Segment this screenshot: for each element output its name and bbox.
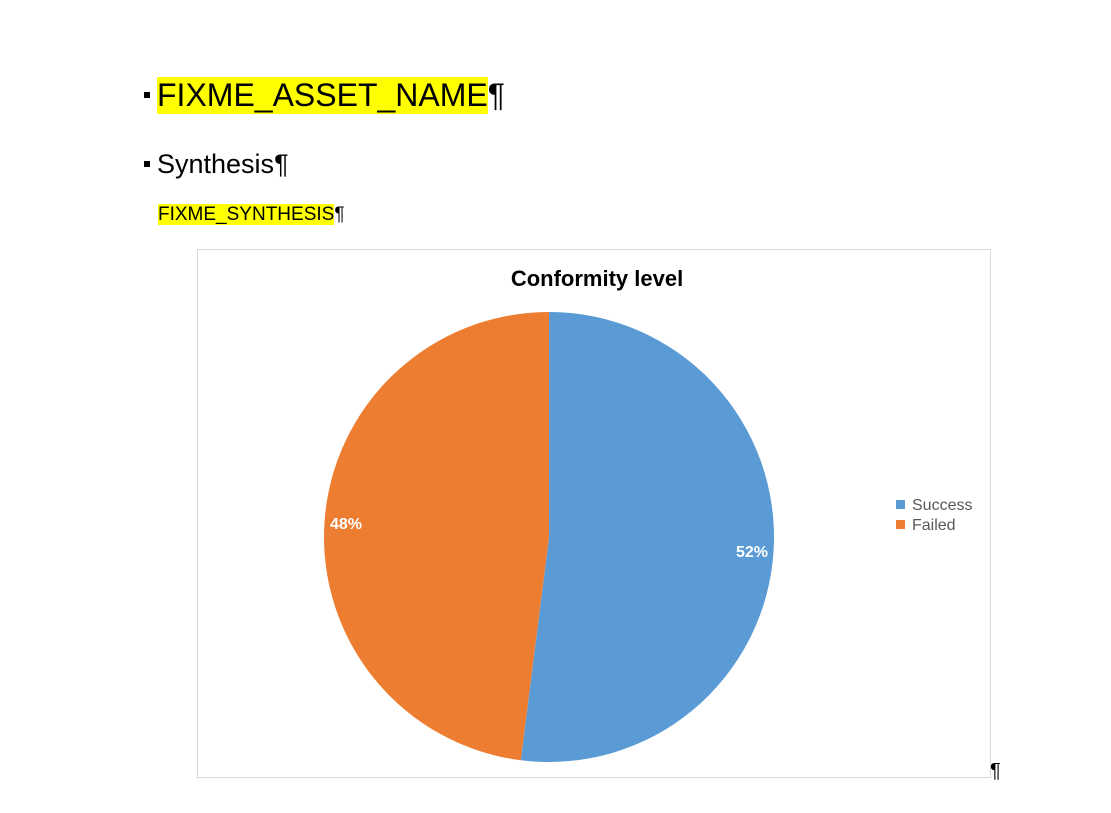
data-label-success: 52% [736,544,768,561]
pie-chart-svg: Conformity level 52% 48% Success Failed [323,266,972,762]
pilcrow-mark: ¶ [274,148,289,179]
synthesis-text: FIXME_SYNTHESIS [158,204,335,225]
pie-data-labels: 52% 48% [330,516,768,561]
asset-name-text: FIXME_ASSET_NAME [157,76,488,114]
bullet-icon [144,161,150,167]
legend-swatch-failed [896,520,905,529]
bullet-icon [144,92,150,98]
heading-asset-name: FIXME_ASSET_NAME ¶ [144,74,505,116]
heading-synthesis: Synthesis ¶ [144,146,289,182]
pilcrow-mark: ¶ [334,204,345,225]
pie-slice-success[interactable] [520,312,774,762]
legend-label-success: Success [912,497,972,514]
synthesis-paragraph: FIXME_SYNTHESIS¶ [158,204,345,226]
legend-label-failed: Failed [912,517,956,534]
conformity-chart[interactable]: Conformity level 52% 48% Success Failed [197,249,991,778]
pilcrow-mark: ¶ [487,76,505,113]
pie-slice-failed[interactable] [323,312,549,761]
chart-legend: Success Failed [896,497,972,534]
synthesis-heading-text: Synthesis [157,148,275,179]
data-label-failed: 48% [330,516,362,533]
end-pilcrow-mark: ¶ [990,760,1001,782]
chart-title: Conformity level [511,266,683,291]
legend-swatch-success [896,500,905,509]
pie-slices [323,312,774,762]
